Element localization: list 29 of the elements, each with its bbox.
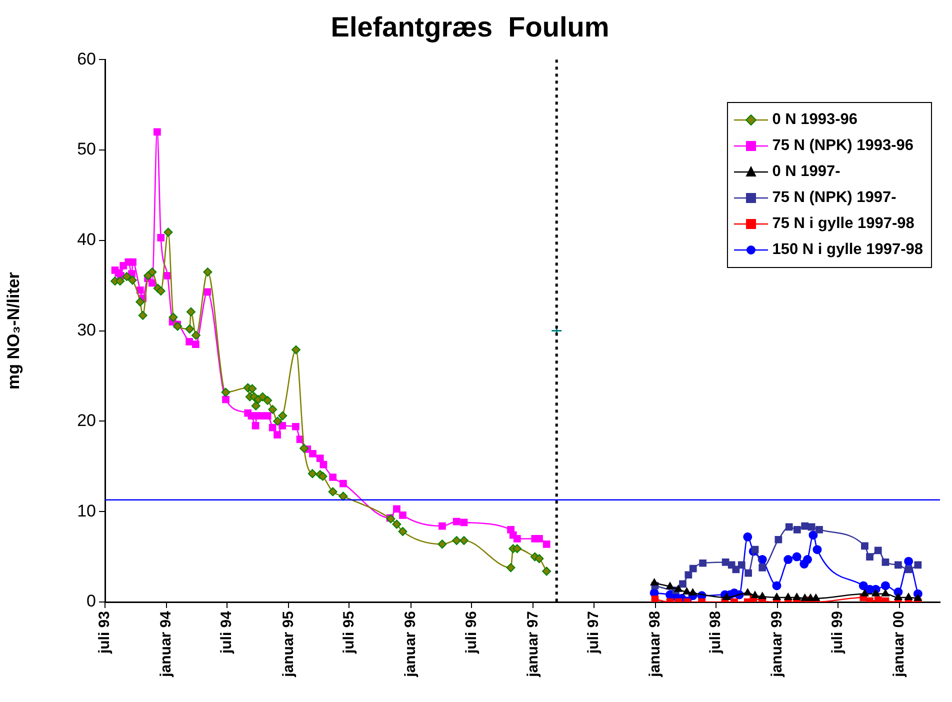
y-tick-label: 30: [77, 320, 96, 340]
y-axis-title: mg NO₃-N/liter: [4, 272, 23, 390]
x-tick-label: juli 96: [462, 611, 480, 655]
x-tick-label: januar 96: [402, 611, 419, 678]
x-tick-label: januar 00: [890, 611, 908, 678]
x-tick-label: juli 99: [829, 611, 846, 655]
y-tick-label: 60: [77, 49, 96, 68]
legend-label: 75 N i gylle 1997-98: [772, 214, 914, 233]
legend-label: 150 N i gylle 1997-98: [772, 240, 923, 259]
legend-label: 0 N 1997-: [772, 162, 840, 181]
chart-title: Elefantgræs Foulum: [330, 12, 610, 43]
y-tick-label: 10: [77, 501, 96, 520]
x-tick-label: januar 98: [646, 611, 664, 678]
x-tick-label: januar 99: [768, 611, 786, 678]
x-tick-label: juli 97: [584, 611, 602, 655]
legend-label: 75 N (NPK) 1993-96: [772, 136, 914, 155]
legend-label: 75 N (NPK) 1997-: [772, 188, 896, 207]
x-tick-label: juli 98: [707, 611, 724, 655]
legend-label: 0 N 1993-96: [772, 110, 858, 129]
y-tick-label: 50: [77, 140, 96, 159]
x-tick-label: juli 93: [96, 611, 114, 655]
y-tick-label: 0: [86, 592, 96, 611]
x-tick-label: juli 95: [340, 611, 358, 655]
y-tick-label: 40: [77, 230, 96, 250]
x-tick-label: juli 94: [218, 610, 236, 655]
y-tick-label: 20: [77, 410, 96, 430]
x-tick-label: januar 94: [158, 610, 175, 678]
x-tick-label: januar 95: [280, 611, 297, 678]
x-tick-label: januar 97: [524, 611, 542, 678]
